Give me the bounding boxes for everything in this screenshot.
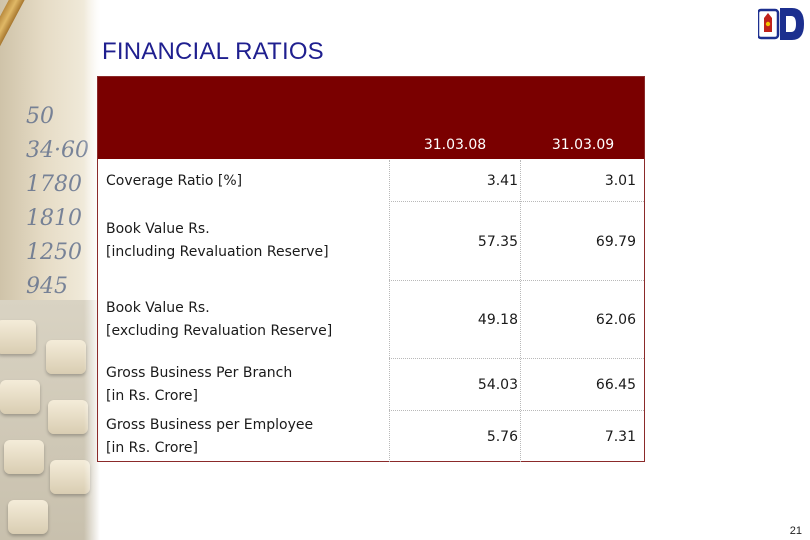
table-row-label: Book Value Rs. [excluding Revaluation Re… — [106, 300, 333, 339]
table-row-label: Book Value Rs. [including Revaluation Re… — [106, 221, 329, 260]
calculator-keys-image — [0, 300, 100, 540]
row-divider — [389, 410, 644, 411]
column-header-2009: 31.03.09 — [551, 137, 615, 153]
table-cell: 3.01 — [604, 173, 636, 189]
column-divider — [520, 160, 521, 462]
table-header-bar — [98, 77, 644, 159]
table-cell: 66.45 — [595, 377, 636, 393]
slide-title: FINANCIAL RATIOS — [102, 38, 324, 65]
page-number: 21 — [789, 525, 802, 537]
table-cell: 49.18 — [477, 312, 518, 328]
table-cell: 5.76 — [486, 429, 518, 445]
table-row-label: Gross Business Per Branch [in Rs. Crore] — [106, 365, 293, 404]
ratios-table — [97, 76, 645, 462]
column-divider — [389, 160, 390, 462]
row-divider — [389, 358, 644, 359]
table-cell: 57.35 — [477, 234, 518, 250]
bank-logo-icon — [758, 8, 804, 40]
table-row-label: Coverage Ratio [%] — [106, 173, 243, 189]
table-cell: 62.06 — [595, 312, 636, 328]
table-cell: 7.31 — [604, 429, 636, 445]
table-row-label: Gross Business per Employee [in Rs. Cror… — [106, 417, 314, 456]
row-divider — [389, 201, 644, 202]
column-header-2008: 31.03.08 — [423, 137, 487, 153]
table-cell: 54.03 — [477, 377, 518, 393]
table-cell: 3.41 — [486, 173, 518, 189]
row-divider — [389, 280, 644, 281]
table-cell: 69.79 — [595, 234, 636, 250]
